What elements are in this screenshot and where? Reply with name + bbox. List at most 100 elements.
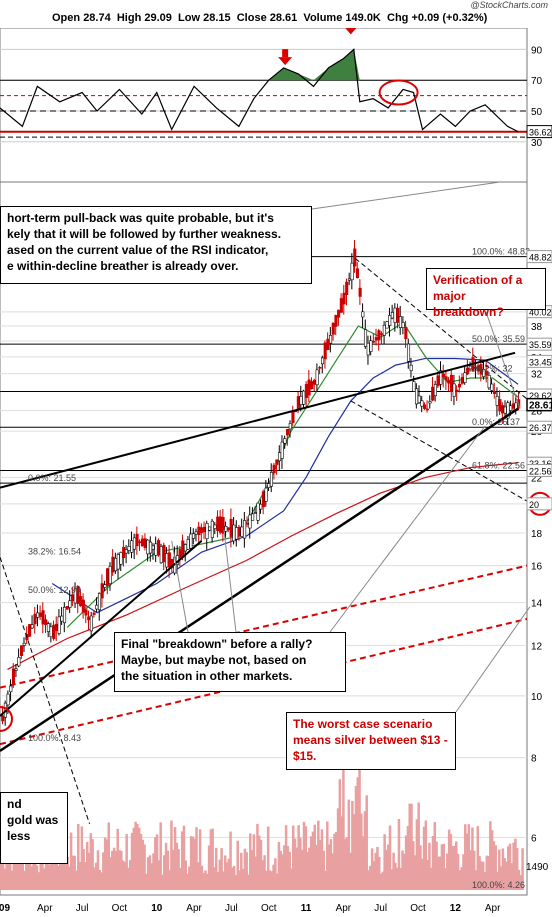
x-tick-label: 09: [0, 903, 10, 914]
volume-bar: [313, 824, 317, 890]
volume-bar: [367, 870, 370, 890]
candle-body: [157, 540, 161, 556]
candle-body: [377, 330, 381, 341]
candle-body: [14, 668, 18, 671]
volume-bar: [141, 839, 145, 890]
volume-bar: [247, 874, 250, 890]
volume-bar: [170, 820, 173, 890]
candle-body: [248, 514, 252, 529]
candle-body: [463, 372, 467, 383]
volume-bar: [191, 836, 195, 890]
candle-body: [151, 545, 155, 550]
candle-body: [200, 527, 204, 534]
volume-bar: [385, 849, 388, 890]
candle-body: [202, 526, 206, 532]
price-value-label: 22.56: [529, 466, 552, 476]
candle-body: [216, 516, 220, 531]
volume-bar: [127, 867, 130, 890]
volume-bar: [372, 861, 376, 890]
volume-bar: [499, 866, 503, 890]
volume-bar: [85, 841, 89, 890]
volume-bar: [53, 838, 57, 890]
candle-body: [178, 549, 182, 559]
price-value-box: [526, 420, 552, 434]
candle-body: [245, 523, 249, 525]
volume-bar: [128, 860, 132, 890]
candle-body: [374, 337, 378, 341]
volume-bar: [426, 859, 429, 890]
candle-body: [369, 340, 373, 352]
volume-bar: [223, 855, 227, 890]
volume-bar: [342, 750, 345, 890]
volume-bar: [503, 858, 506, 890]
price-value-label: 28.61: [529, 401, 552, 412]
price-tick-label: 8: [531, 754, 537, 765]
candle-body: [92, 612, 96, 615]
volume-bar: [234, 874, 238, 890]
candle-body: [208, 526, 212, 531]
volume-bar: [123, 861, 127, 890]
candle-body: [423, 404, 427, 409]
volume-bar: [121, 860, 125, 890]
candle-body: [191, 533, 196, 539]
left-annotation: nd gold was less: [0, 792, 68, 864]
volume-bar: [456, 853, 460, 890]
price-tick-label: 18: [531, 529, 543, 540]
volume-bar: [198, 829, 202, 890]
rsi-tick-label: 50: [531, 107, 543, 118]
rsi-panel-frame: [0, 27, 528, 183]
chart-header: Open 28.74 High 29.09 Low 28.15 Close 28…: [0, 0, 552, 28]
volume-bar: [171, 849, 175, 890]
candle-body: [210, 520, 214, 538]
volume-bar: [438, 856, 442, 890]
volume-bar: [8, 847, 12, 890]
candle-body: [350, 262, 354, 281]
candle-body: [431, 386, 435, 401]
volume-bar: [487, 855, 490, 890]
volume-bar: [309, 836, 313, 890]
volume-bar: [351, 800, 354, 890]
volume-bar: [48, 864, 51, 890]
candle-body: [154, 543, 158, 556]
x-tick-label: Oct: [410, 903, 426, 914]
candle-body: [339, 298, 343, 313]
volume-bar: [336, 808, 340, 890]
fib-label: 38.2%: 32: [472, 364, 513, 374]
volume-bar: [333, 833, 336, 890]
volume-bar: [193, 838, 196, 890]
volume-bar: [118, 850, 121, 890]
candle-body: [439, 370, 443, 385]
verification-annotation: Verification of a major breakdown?: [426, 268, 546, 319]
candle-body: [240, 526, 244, 537]
candle-body: [124, 549, 128, 554]
volume-bar: [326, 821, 329, 890]
volume-bar: [465, 833, 469, 890]
volume-bar: [415, 819, 419, 890]
candle-body: [138, 541, 142, 543]
volume-bar: [261, 860, 265, 890]
volume-bar: [69, 832, 73, 890]
volume-bar: [295, 847, 299, 890]
volume-bar: [252, 834, 256, 890]
volume-bar: [186, 873, 189, 890]
candle-body: [243, 520, 247, 539]
resistance-dashed-line: [354, 258, 528, 400]
price-value-label: 29.62: [529, 391, 552, 401]
volume-bar: [204, 870, 207, 890]
candle-body: [353, 248, 357, 267]
x-tick-label: Oct: [112, 903, 128, 914]
candle-body: [299, 395, 303, 405]
candle-body: [433, 384, 437, 397]
candle-body: [22, 642, 26, 646]
volume-bar: [279, 850, 282, 890]
volume-bar: [442, 843, 446, 890]
rsi-annotation: hort-term pull-back was quite probable, …: [0, 206, 312, 284]
fib-label: 50.0%: 35.59: [472, 334, 525, 344]
volume-bar: [14, 842, 17, 890]
x-tick-label: Oct: [261, 903, 277, 914]
callout-pointer: [485, 311, 521, 409]
support-trendline-3: [0, 351, 516, 489]
volume-fib-label: 100.0%: 4.26: [472, 880, 525, 890]
price-value-box: [526, 354, 552, 368]
volume-bar: [406, 826, 410, 890]
